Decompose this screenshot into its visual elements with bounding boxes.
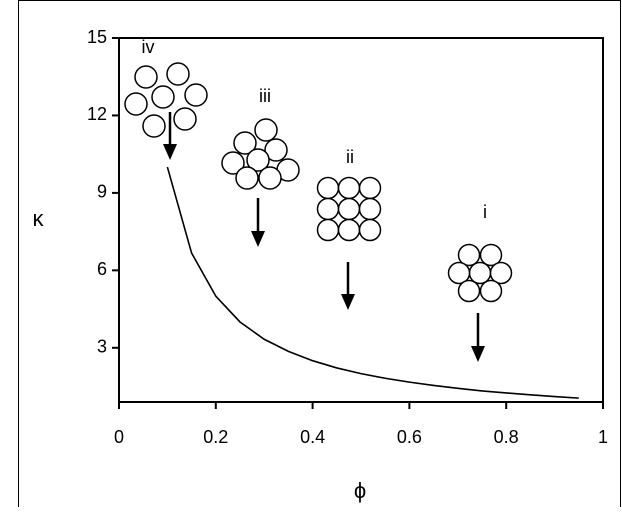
cluster-iv bbox=[124, 62, 208, 138]
x-tick-label: 0.4 bbox=[300, 427, 325, 447]
y-tick-label: 15 bbox=[87, 27, 107, 47]
y-tick-label: 6 bbox=[97, 259, 107, 279]
figure-border bbox=[18, 0, 621, 512]
arrows bbox=[163, 112, 485, 362]
x-tick-label: 1 bbox=[598, 427, 608, 447]
x-tick-label: 0.6 bbox=[397, 427, 422, 447]
x-axis-label: ϕ bbox=[354, 478, 366, 503]
annotation-label: iv bbox=[142, 37, 155, 57]
data-line bbox=[166, 166, 579, 399]
y-tick-label: 9 bbox=[97, 182, 107, 202]
cluster-i bbox=[447, 243, 513, 303]
cluster-iii bbox=[221, 118, 300, 190]
annotation-label: iii bbox=[259, 86, 271, 106]
annotation-label: i bbox=[483, 202, 487, 222]
x-tick-label: 0 bbox=[114, 427, 124, 447]
x-tick-label: 0.8 bbox=[494, 427, 519, 447]
y-tick-label: 12 bbox=[87, 104, 107, 124]
y-axis-label: κ bbox=[33, 206, 45, 231]
plot-frame bbox=[118, 37, 604, 403]
y-tick-label: 3 bbox=[97, 337, 107, 357]
cluster-ii bbox=[316, 176, 382, 242]
annotation-label: ii bbox=[346, 147, 354, 167]
x-tick-label: 0.2 bbox=[203, 427, 228, 447]
